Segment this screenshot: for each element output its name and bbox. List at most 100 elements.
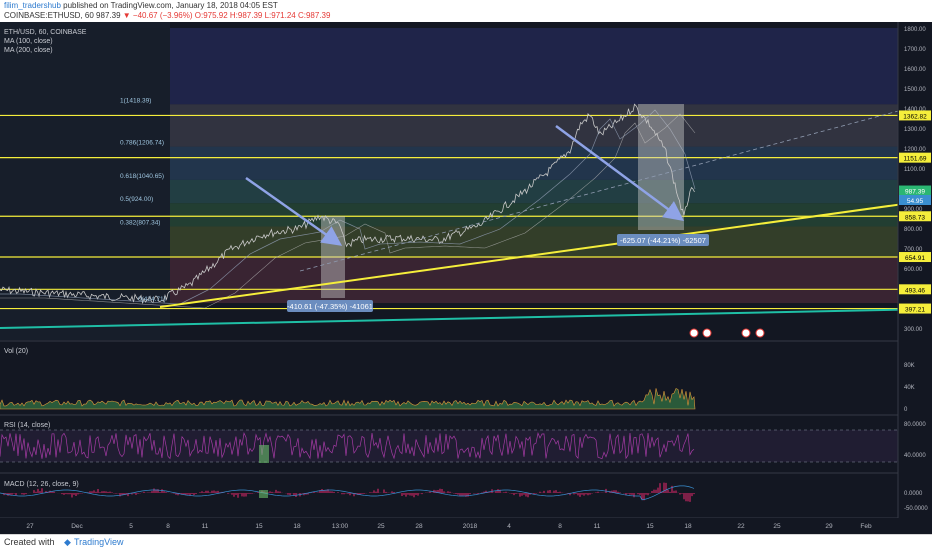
event-icon[interactable] [689, 328, 699, 338]
hline-tag [899, 284, 931, 295]
fib-label: 0.382(807.34) [120, 220, 160, 227]
open: O:975.92 [194, 11, 228, 20]
event-icons[interactable] [689, 328, 765, 338]
measure-label-1-bg [287, 300, 373, 312]
legend-symbol: ETH/USD, 60, COINBASE [4, 29, 87, 36]
fib-label: 0.786(1206.74) [120, 140, 164, 147]
fib-zone [170, 179, 898, 204]
quote-line: COINBASE:ETHUSD, 60 987.39 ▼ −40.67 (−3.… [4, 11, 330, 20]
measure-box-2[interactable] [638, 104, 684, 230]
event-icon[interactable] [702, 328, 712, 338]
time-tick: 5 [129, 523, 133, 530]
time-tick: 11 [594, 523, 601, 530]
event-icon[interactable] [755, 328, 765, 338]
price-tick: 1700.00 [904, 47, 926, 53]
ticker: COINBASE:ETHUSD, 60 [4, 11, 94, 20]
time-tick: 13:00 [332, 523, 349, 530]
macd-tick: 0.0000 [904, 491, 923, 497]
price-tick: 800.00 [904, 227, 923, 233]
left-shade [0, 22, 170, 340]
time-tick: 11 [202, 523, 209, 530]
vol-tick: 0 [904, 407, 908, 413]
publish-header: filim_tradershub published on TradingVie… [0, 0, 932, 22]
close: C:987.39 [297, 11, 331, 20]
fib-labels: 1(1418.39) 0.786(1206.74) 0.618(1040.65) 0.… [120, 97, 166, 303]
event-icon[interactable] [741, 328, 751, 338]
price-tick: 1800.00 [904, 27, 926, 33]
time-tick: 8 [166, 523, 170, 530]
time-tick: 29 [825, 523, 833, 530]
hline-tag-label: 654.91 [905, 255, 925, 262]
volume-series [0, 388, 696, 410]
time-tick: 8 [558, 523, 562, 530]
publish-line: filim_tradershub published on TradingVie… [4, 1, 278, 10]
vol-tick: 80K [904, 363, 915, 369]
rsi-series [0, 432, 695, 460]
fib-label: 0.618(1040.65) [120, 173, 164, 180]
time-tick: 15 [646, 523, 654, 530]
macd-histogram [1, 482, 695, 502]
time-tick: 2018 [463, 523, 478, 530]
macd-line [0, 485, 695, 501]
measure-box-1[interactable] [321, 216, 345, 298]
change: −40.67 (−3.96%) [132, 11, 193, 20]
time-tick: 15 [255, 523, 263, 530]
hline-tag [899, 211, 931, 222]
hline-tag-label: 493.46 [905, 287, 925, 294]
measure-label-1: -410.61 (-47.35%) -41061 [287, 302, 373, 311]
hline-tag-label: 1362.82 [903, 113, 927, 120]
rsi-band [0, 430, 898, 462]
chart-area[interactable]: 1(1418.39) 0.786(1206.74) 0.618(1040.65) 0.… [0, 22, 932, 534]
price-tick: 600.00 [904, 267, 923, 273]
hline-tag [899, 152, 931, 163]
price-tick: 900.00 [904, 207, 923, 213]
down-triangle-icon: ▼ [122, 11, 131, 20]
tradingview-brand[interactable]: TradingView [74, 537, 124, 547]
hline-tags: 1362.82 1151.69 858.73 654.91 493.46 397.21 98… [899, 110, 931, 314]
macd-title: MACD (12, 26, close, 9) [4, 481, 79, 488]
time-tick: 28 [415, 523, 423, 530]
arrow-1[interactable] [245, 176, 343, 246]
fib-zone [170, 104, 898, 147]
time-tick: Dec [71, 523, 83, 530]
chart-svg[interactable]: 1(1418.39) 0.786(1206.74) 0.618(1040.65) 0.… [0, 22, 932, 534]
price-tick: 1500.00 [904, 87, 926, 93]
time-tick: 27 [26, 523, 34, 530]
hline-tag-label: 1151.69 [903, 156, 926, 163]
author-link[interactable]: filim_tradershub [4, 1, 61, 10]
rsi-highlight [259, 445, 269, 463]
measure-label-2: -625.07 (-44.21%) -62507 [620, 236, 706, 245]
fib-label: 0.5(924.00) [120, 196, 153, 203]
time-tick: Feb [860, 523, 872, 530]
rsi-title: RSI (14, close) [4, 422, 50, 429]
price-tick: 700.00 [904, 247, 923, 253]
vol-title: Vol (20) [4, 348, 28, 355]
legend-ma200: MA (200, close) [4, 47, 53, 54]
fib-label: 1(1418.39) [120, 97, 151, 104]
price-axis[interactable] [898, 22, 932, 518]
price-tick: 1300.00 [904, 127, 926, 133]
hline-tag [899, 110, 931, 121]
measure-label-2-bg [617, 234, 709, 246]
ma200-line [0, 113, 696, 309]
price-tick: 1200.00 [904, 147, 926, 153]
teal-trendline[interactable] [0, 308, 932, 329]
horizontal-lines [0, 114, 898, 310]
rsi-tick: 80.0000 [904, 422, 926, 428]
yellow-trendline[interactable] [159, 199, 932, 308]
footer: Created with ◆ TradingView [0, 534, 932, 550]
last-price: 987.39 [96, 11, 121, 20]
created-with-text: Created with [4, 537, 55, 547]
fib-zones [170, 28, 898, 304]
published-text: published on TradingView.com, January 18… [60, 1, 278, 10]
time-axis-bg [0, 518, 898, 534]
fib-zone [170, 146, 898, 180]
time-tick: 25 [377, 523, 385, 530]
tradingview-logo-icon: ◆ [64, 537, 71, 547]
vol-tick: 40K [904, 385, 915, 391]
arrow-2[interactable] [555, 124, 685, 221]
fib-zone [170, 28, 898, 105]
ma100-line [0, 109, 696, 305]
price-tag [899, 195, 931, 205]
time-axis[interactable]: 27 Dec 5 8 11 15 18 13:00 25 28 2018 4 8 11 15 18 22 25 29… [0, 518, 898, 534]
